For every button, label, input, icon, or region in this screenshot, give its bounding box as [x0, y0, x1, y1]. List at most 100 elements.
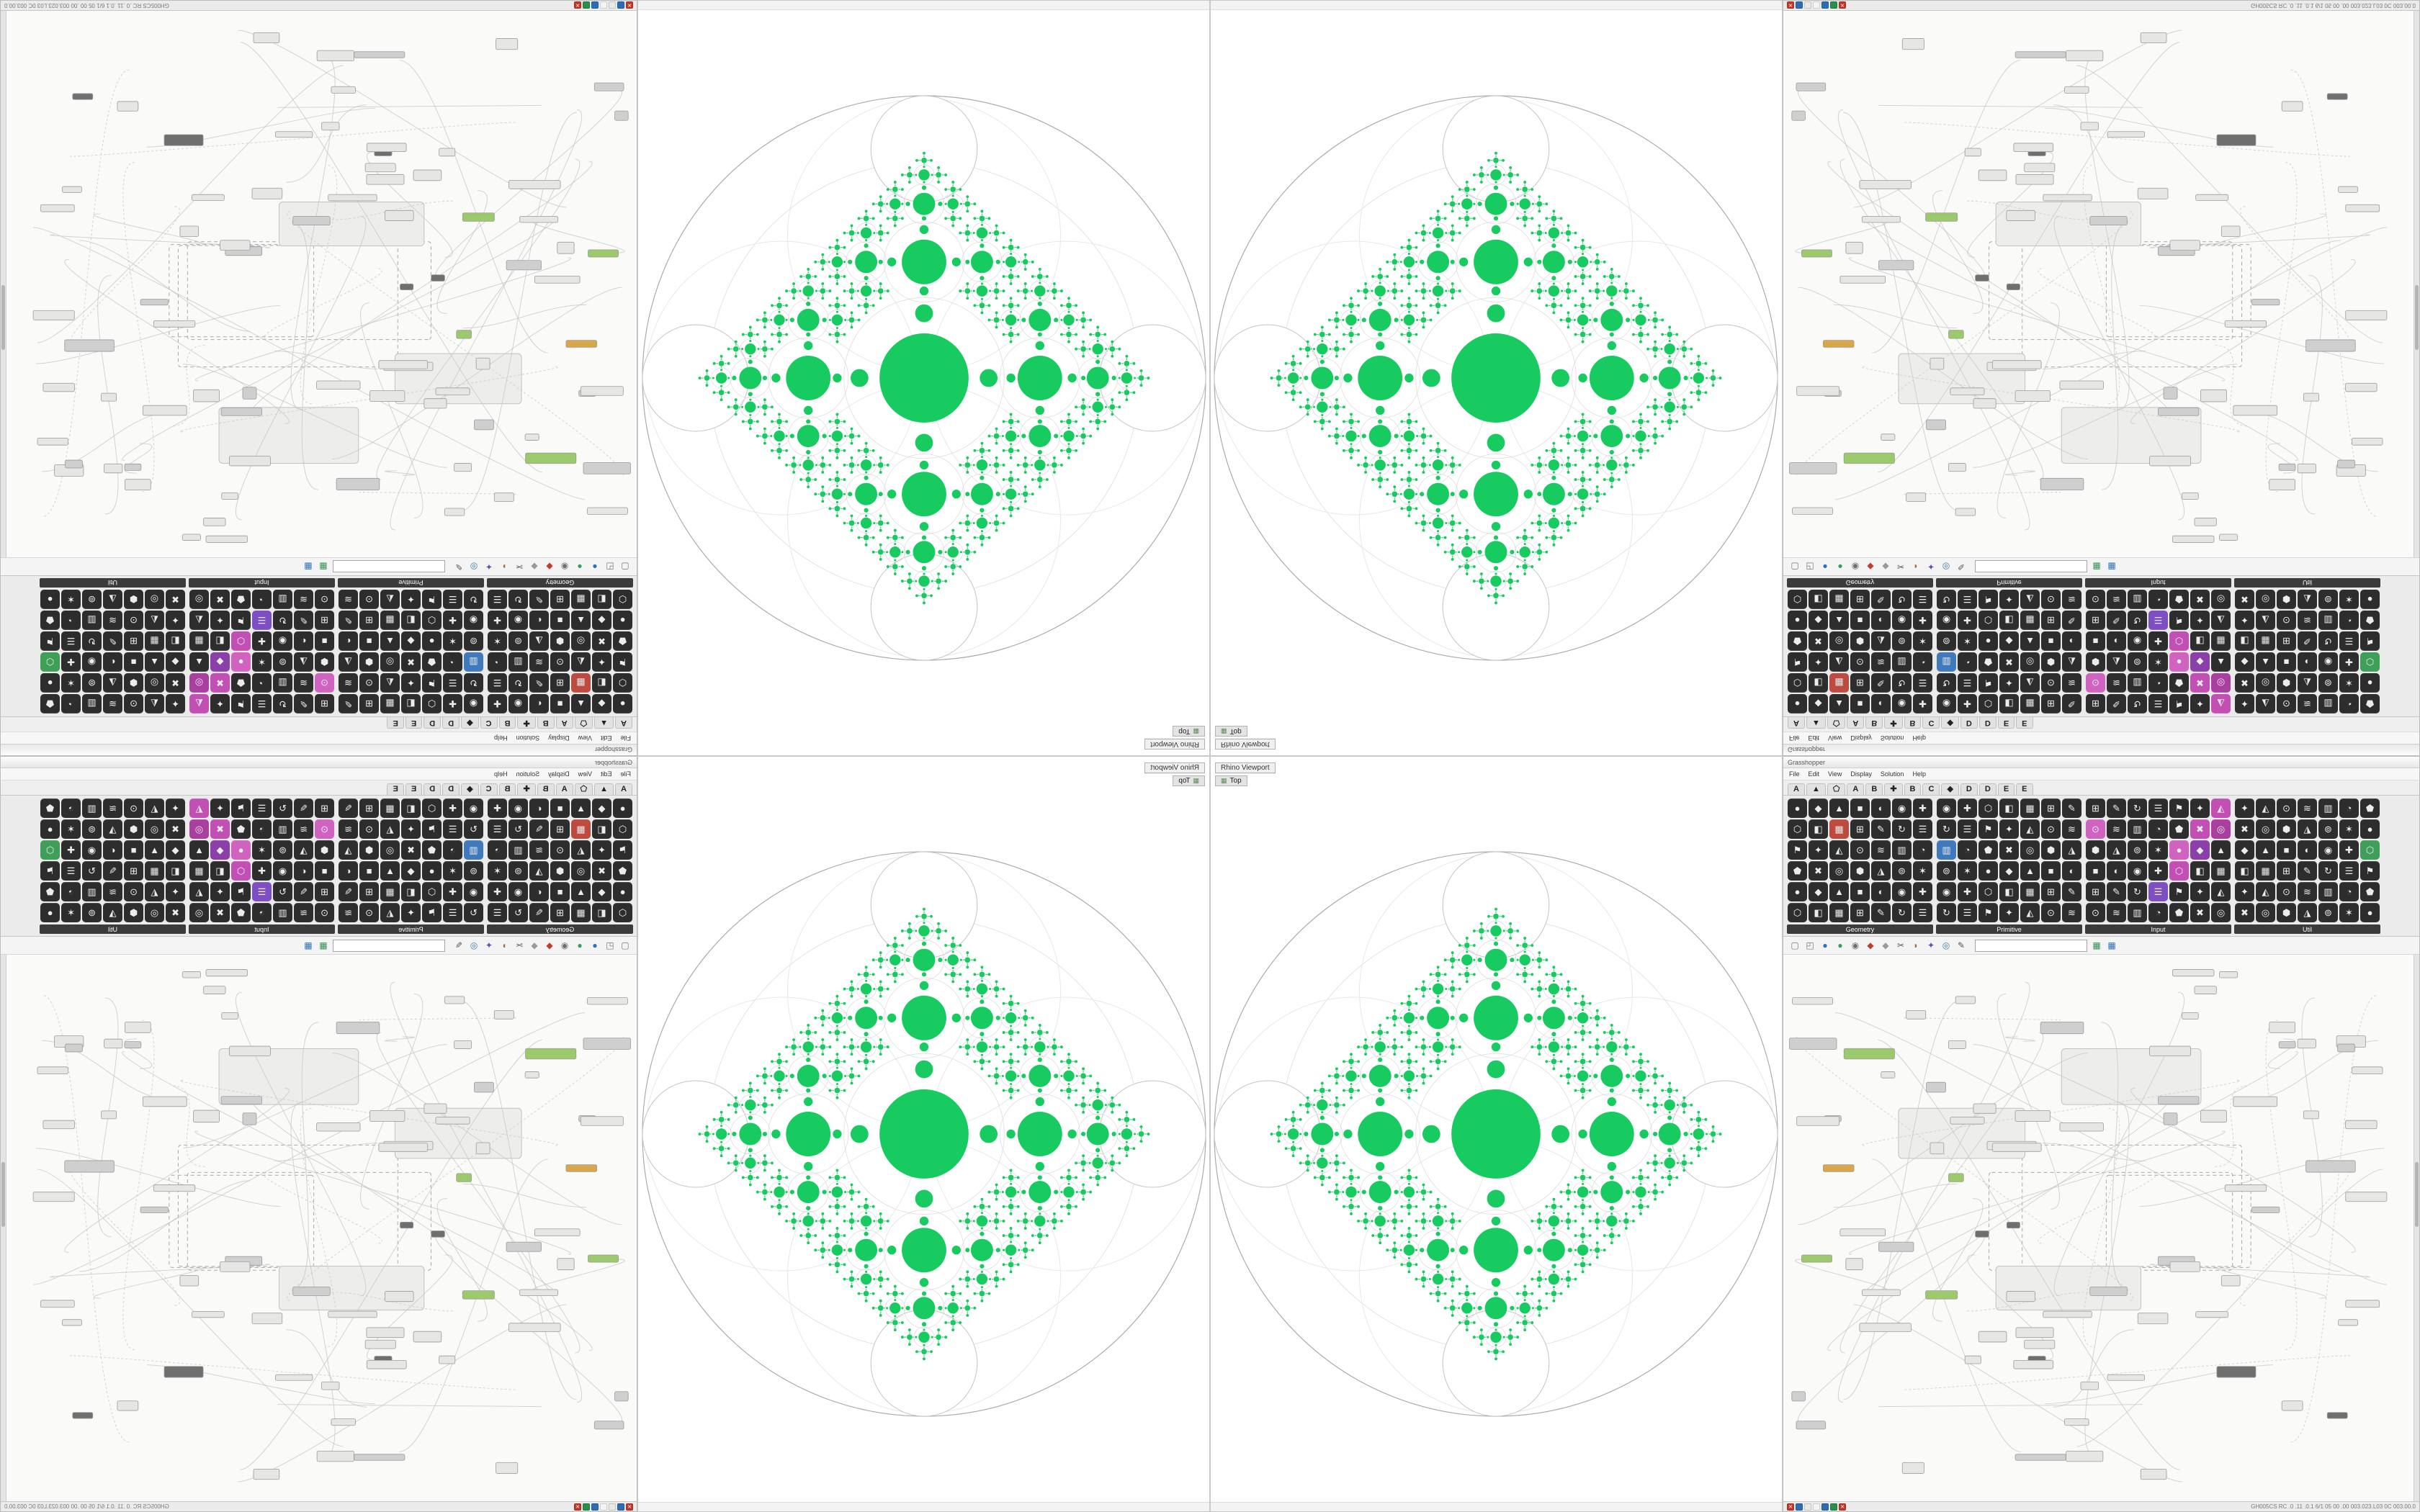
component-icon[interactable]: ◎ — [1829, 861, 1849, 881]
category-tab-12[interactable]: E — [387, 717, 404, 729]
new-document-icon[interactable]: ▢ — [621, 562, 629, 572]
grasshopper-titlebar[interactable]: Grasshopper — [1783, 744, 2419, 755]
component-icon[interactable]: ⬟ — [40, 694, 60, 714]
component-icon[interactable]: ▥ — [273, 819, 292, 839]
doc-icon-2[interactable] — [1813, 1503, 1820, 1511]
component-icon[interactable]: ↻ — [2128, 882, 2147, 901]
component-icon[interactable]: ⬡ — [231, 861, 251, 881]
component-icon[interactable]: ⊚ — [464, 631, 483, 651]
search-input[interactable] — [333, 939, 445, 952]
component-icon[interactable]: ✚ — [488, 798, 507, 818]
gem-red-icon[interactable]: ◆ — [546, 562, 553, 572]
component-icon[interactable]: ■ — [359, 631, 379, 651]
component-icon[interactable]: ◧ — [2190, 861, 2210, 881]
component-icon[interactable]: ● — [613, 611, 632, 630]
grid-green-icon[interactable]: ▦ — [319, 562, 328, 572]
close-button-2[interactable]: ✕ — [574, 1503, 581, 1511]
component-icon[interactable]: ⊚ — [2128, 652, 2147, 672]
component-icon[interactable]: ◎ — [189, 590, 209, 609]
component-icon[interactable]: ◭ — [380, 819, 400, 839]
component-icon[interactable]: ⊙ — [315, 903, 334, 922]
component-icon[interactable]: ◎ — [571, 631, 591, 651]
component-icon[interactable]: ◭ — [145, 611, 164, 630]
component-icon[interactable]: ◔ — [61, 798, 81, 818]
component-icon[interactable]: ◭ — [2256, 694, 2275, 714]
component-icon[interactable]: ✎ — [2298, 861, 2317, 881]
eye-icon[interactable]: ◎ — [1942, 562, 1950, 572]
app-icon-blue[interactable] — [617, 1503, 624, 1511]
component-icon[interactable]: ▥ — [2318, 611, 2338, 630]
component-icon[interactable]: ▥ — [82, 798, 102, 818]
component-icon[interactable]: ↻ — [2128, 611, 2147, 630]
component-icon[interactable]: ⊚ — [1892, 861, 1912, 881]
component-icon[interactable]: ✖ — [2235, 673, 2254, 693]
eye-icon[interactable]: ◎ — [470, 562, 478, 572]
component-icon[interactable]: ▥ — [2128, 590, 2147, 609]
component-icon[interactable]: ⊞ — [359, 694, 379, 714]
component-icon[interactable]: ◭ — [380, 903, 400, 922]
component-icon[interactable]: ▥ — [508, 652, 528, 672]
component-icon[interactable]: ▲ — [2256, 652, 2275, 672]
category-tab-5[interactable]: ✚ — [517, 717, 536, 729]
component-icon[interactable]: ◧ — [1809, 903, 1828, 922]
menu-item-edit[interactable]: Edit — [600, 770, 612, 778]
component-icon[interactable]: ✖ — [1999, 840, 2019, 860]
component-icon[interactable]: ▲ — [380, 631, 400, 651]
doc-icon[interactable] — [609, 1, 616, 9]
component-icon[interactable]: ⊞ — [315, 882, 334, 901]
component-icon[interactable]: ✚ — [1958, 882, 1977, 901]
component-icon[interactable]: ◧ — [2235, 631, 2254, 651]
component-icon[interactable]: ✦ — [166, 798, 185, 818]
component-icon[interactable]: ≋ — [2298, 798, 2317, 818]
component-icon[interactable]: ✚ — [61, 652, 81, 672]
viewport-tab-top[interactable]: ▦ Top — [1215, 726, 1247, 737]
grasshopper-titlebar[interactable]: Grasshopper — [1, 744, 637, 755]
component-icon[interactable]: ⊙ — [2277, 611, 2296, 630]
component-icon[interactable]: ✚ — [1913, 882, 1932, 901]
component-icon[interactable]: ▦ — [189, 861, 209, 881]
menu-item-help[interactable]: Help — [1912, 770, 1926, 778]
component-icon[interactable]: ◔ — [1958, 840, 1977, 860]
component-icon[interactable]: ✶ — [61, 819, 81, 839]
app-icon-blue-2[interactable] — [1821, 1503, 1829, 1511]
component-icon[interactable]: ⊚ — [273, 840, 292, 860]
component-icon[interactable]: ✎ — [294, 611, 313, 630]
component-icon[interactable]: ▲ — [145, 840, 164, 860]
component-icon[interactable]: ▲ — [2256, 840, 2275, 860]
component-icon[interactable]: ◎ — [2211, 819, 2231, 839]
component-icon[interactable]: ◔ — [2148, 903, 2168, 922]
component-icon[interactable]: ● — [40, 903, 60, 922]
new-document-icon[interactable]: ▢ — [621, 940, 629, 950]
component-icon[interactable]: ■ — [1850, 882, 1870, 901]
node-canvas[interactable] — [1, 11, 637, 557]
component-icon[interactable]: ✚ — [443, 694, 462, 714]
component-icon[interactable]: ⚑ — [2169, 882, 2189, 901]
component-icon[interactable]: ◉ — [464, 611, 483, 630]
component-icon[interactable]: ▦ — [2020, 798, 2040, 818]
category-tab-2[interactable]: ⬠ — [574, 783, 593, 795]
component-icon[interactable]: ⊚ — [82, 903, 102, 922]
component-icon[interactable]: ◉ — [82, 840, 102, 860]
doc-icon[interactable] — [1804, 1503, 1811, 1511]
paint-drop-icon[interactable]: ◗ — [501, 562, 507, 572]
category-tab-4[interactable]: B — [1865, 783, 1883, 795]
close-button-2[interactable]: ✕ — [1839, 1503, 1846, 1511]
component-icon[interactable]: ⬟ — [2360, 694, 2380, 714]
component-icon[interactable]: ▥ — [464, 652, 483, 672]
component-icon[interactable]: ◭ — [1829, 652, 1849, 672]
component-icon[interactable]: ▲ — [1829, 694, 1849, 714]
component-icon[interactable]: ✦ — [401, 590, 421, 609]
component-icon[interactable]: ✦ — [592, 652, 611, 672]
component-icon[interactable]: ▲ — [2211, 652, 2231, 672]
component-icon[interactable]: ⊞ — [359, 882, 379, 901]
component-icon[interactable]: ▦ — [380, 611, 400, 630]
component-icon[interactable]: ✎ — [2062, 798, 2081, 818]
component-icon[interactable]: ▲ — [189, 840, 209, 860]
component-icon[interactable]: ≋ — [339, 590, 358, 609]
app-icon-blue-2[interactable] — [591, 1503, 599, 1511]
viewport-title[interactable]: Rhino Viewport — [1215, 739, 1276, 750]
component-icon[interactable]: ⊚ — [82, 673, 102, 693]
component-icon[interactable]: ⬢ — [124, 590, 143, 609]
component-icon[interactable]: ✦ — [210, 694, 230, 714]
component-icon[interactable]: ◔ — [2339, 611, 2359, 630]
